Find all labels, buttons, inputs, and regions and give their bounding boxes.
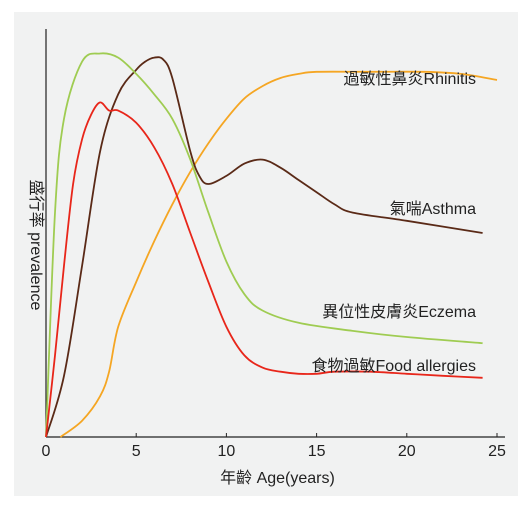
axes: [45, 29, 505, 438]
x-tick-label: 20: [398, 443, 416, 460]
series-line-eczema: [45, 52, 483, 438]
x-axis-title: 年齡 Age(years): [220, 469, 335, 487]
series-label-rhinitis: 過敏性鼻炎Rhinitis: [344, 70, 476, 88]
chart-frame: 0 5 10 15 20 25 過敏性鼻炎Rhinitis 氣喘Asthma 異位性皮膚炎Ec…: [14, 12, 518, 496]
x-ticks: 0 5 10 15 20 25: [42, 433, 506, 460]
series-line-food-allergies: [45, 101, 483, 438]
series-lines: [45, 52, 498, 438]
series-line-asthma: [45, 56, 483, 438]
x-tick-label: 0: [42, 443, 51, 460]
series-label-food-allergies: 食物過敏Food allergies: [311, 357, 476, 375]
y-axis-title: 盛行率 prevalence: [27, 180, 45, 311]
allergy-prevalence-chart: 0 5 10 15 20 25 過敏性鼻炎Rhinitis 氣喘Asthma 異位性皮膚炎Ec…: [27, 29, 506, 487]
x-tick-label: 25: [488, 443, 506, 460]
x-tick-label: 15: [308, 443, 326, 460]
series-label-asthma: 氣喘Asthma: [390, 200, 476, 218]
series-line-rhinitis: [59, 70, 498, 438]
x-tick-label: 10: [218, 443, 236, 460]
series-label-eczema: 異位性皮膚炎Eczema: [322, 303, 476, 321]
series-labels: 過敏性鼻炎Rhinitis 氣喘Asthma 異位性皮膚炎Eczema 食物過敏Foo…: [311, 70, 476, 375]
x-tick-label: 5: [132, 443, 141, 460]
